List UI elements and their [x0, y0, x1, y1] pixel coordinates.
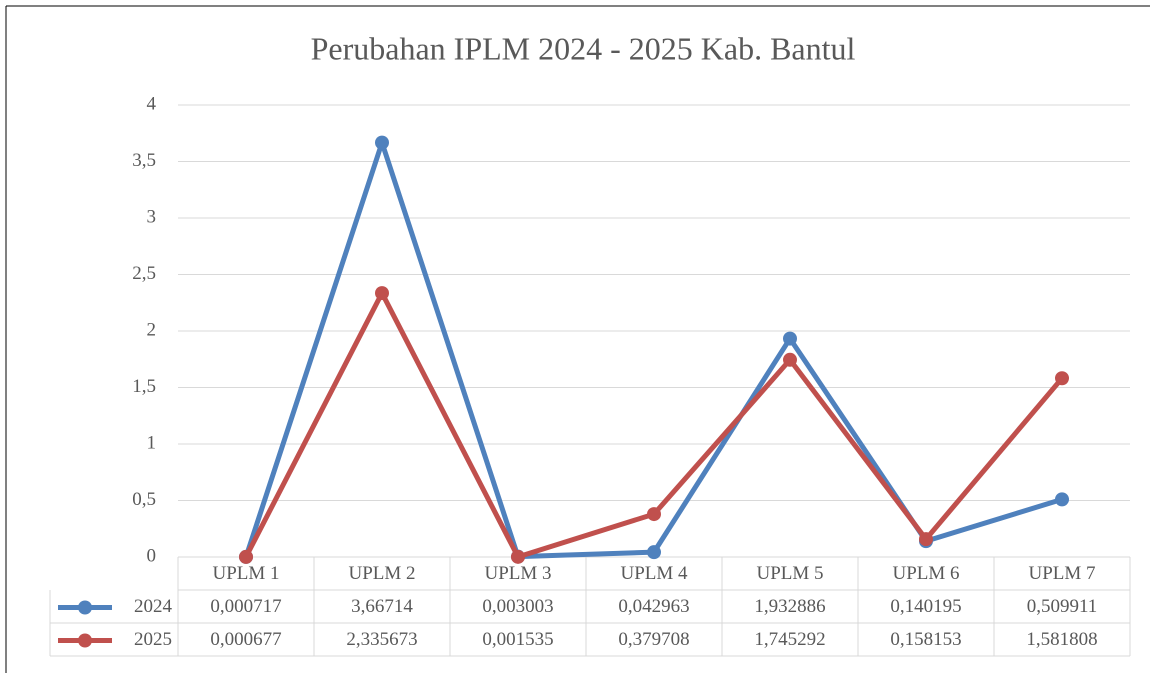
table-value: 0,000717 — [210, 596, 281, 617]
chart-title: Perubahan IPLM 2024 - 2025 Kab. Bantul — [311, 30, 856, 66]
x-tick-label: UPLM 3 — [484, 563, 551, 584]
legend-label: 2024 — [134, 596, 173, 617]
point — [647, 545, 661, 560]
table-value: 0,509911 — [1027, 596, 1098, 617]
x-tick-label: UPLM 4 — [620, 563, 688, 584]
table-value: 2,335673 — [346, 629, 417, 650]
legend-label: 2025 — [134, 629, 172, 650]
table-value: 0,001535 — [482, 629, 553, 650]
point — [1055, 492, 1069, 507]
y-tick-label: 3 — [147, 206, 157, 227]
table-value: 3,66714 — [351, 596, 413, 617]
table-value: 0,140195 — [890, 596, 961, 617]
table-value: 1,581808 — [1026, 629, 1097, 650]
y-tick-label: 2 — [147, 319, 157, 340]
point — [783, 352, 797, 367]
y-tick-label: 2,5 — [132, 263, 156, 284]
point — [375, 135, 389, 150]
table-value: 1,932886 — [754, 596, 825, 617]
point — [647, 507, 661, 522]
legend-marker — [78, 600, 92, 615]
y-tick-label: 0 — [147, 545, 157, 566]
table-value: 0,042963 — [618, 596, 689, 617]
table-value: 0,158153 — [890, 629, 961, 650]
x-tick-label: UPLM 2 — [348, 563, 415, 584]
point — [375, 286, 389, 301]
point — [511, 549, 525, 564]
x-tick-label: UPLM 1 — [212, 563, 279, 584]
point — [239, 549, 253, 564]
point — [1055, 371, 1069, 386]
y-tick-label: 4 — [147, 93, 157, 114]
y-tick-label: 3,5 — [132, 150, 156, 171]
y-tick-label: 1,5 — [132, 376, 156, 397]
table-value: 0,003003 — [482, 596, 553, 617]
x-tick-label: UPLM 7 — [1028, 563, 1095, 584]
table-value: 0,000677 — [210, 629, 281, 650]
table-value: 0,379708 — [618, 629, 689, 650]
legend-marker — [78, 633, 92, 648]
x-tick-label: UPLM 6 — [892, 563, 959, 584]
x-tick-label: UPLM 5 — [756, 563, 823, 584]
point — [783, 331, 797, 346]
y-tick-label: 1 — [147, 432, 157, 453]
point — [919, 532, 933, 547]
y-tick-label: 0,5 — [132, 489, 156, 510]
series-line — [243, 140, 1063, 560]
table-value: 1,745292 — [754, 629, 825, 650]
